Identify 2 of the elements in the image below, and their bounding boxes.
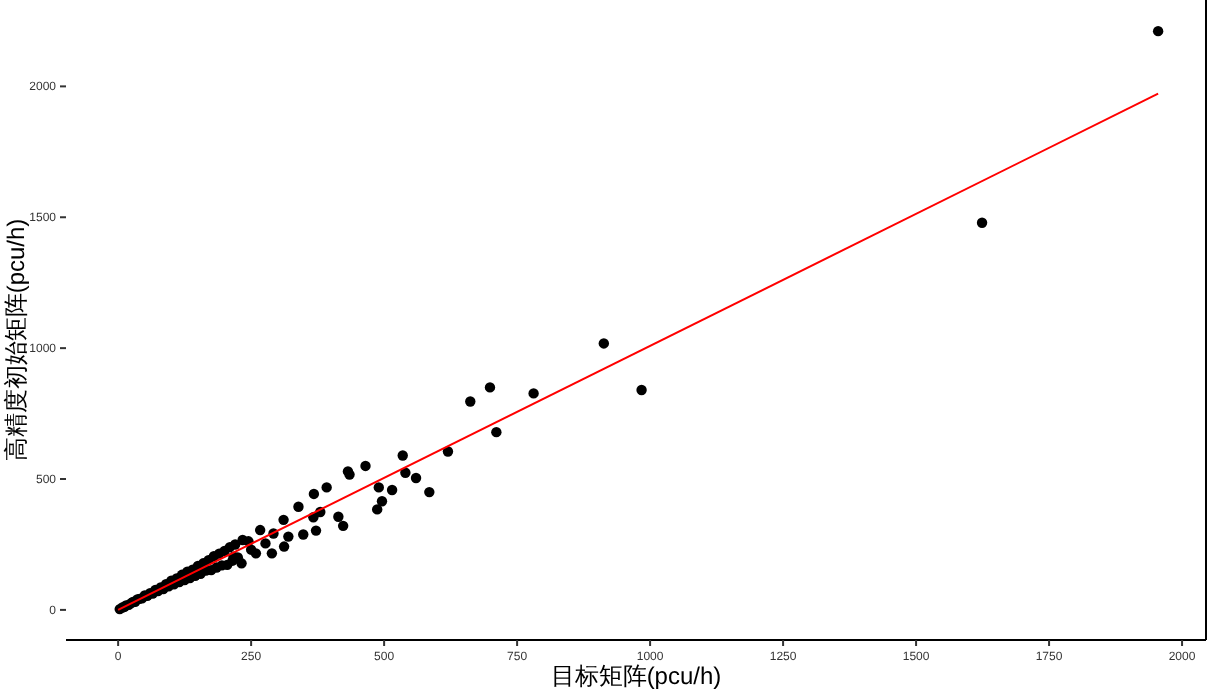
x-axis-title: 目标矩阵(pcu/h) xyxy=(550,662,722,690)
y-axis-title: 高精度初始矩阵(pcu/h) xyxy=(2,218,30,462)
